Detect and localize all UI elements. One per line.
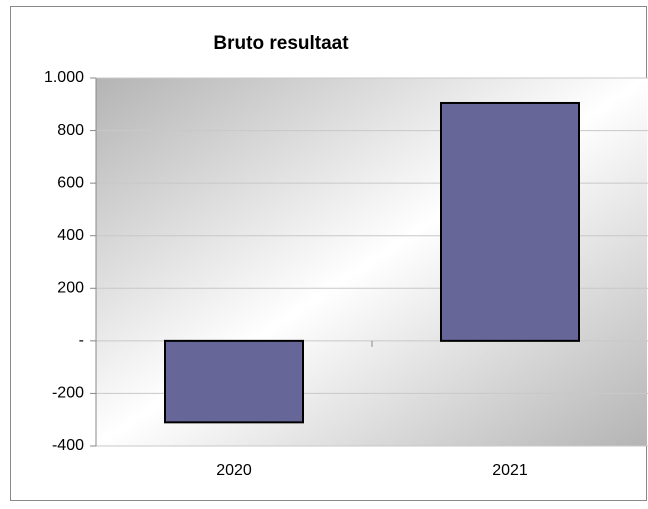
bar xyxy=(164,339,304,424)
y-tick-label: 1.000 xyxy=(44,69,84,86)
chart-title: Bruto resultaat xyxy=(213,33,349,54)
y-tick-label: -400 xyxy=(52,437,84,454)
y-tick-label: -200 xyxy=(52,385,84,402)
y-tick-label: 600 xyxy=(57,174,84,191)
y-tick-label: 800 xyxy=(57,122,84,139)
x-tick-label: 2021 xyxy=(492,462,528,479)
x-tick-label: 2020 xyxy=(216,462,252,479)
y-tick-label: 200 xyxy=(57,280,84,297)
bar xyxy=(440,101,580,342)
y-tick-label: - xyxy=(79,332,84,349)
y-tick-label: 400 xyxy=(57,227,84,244)
